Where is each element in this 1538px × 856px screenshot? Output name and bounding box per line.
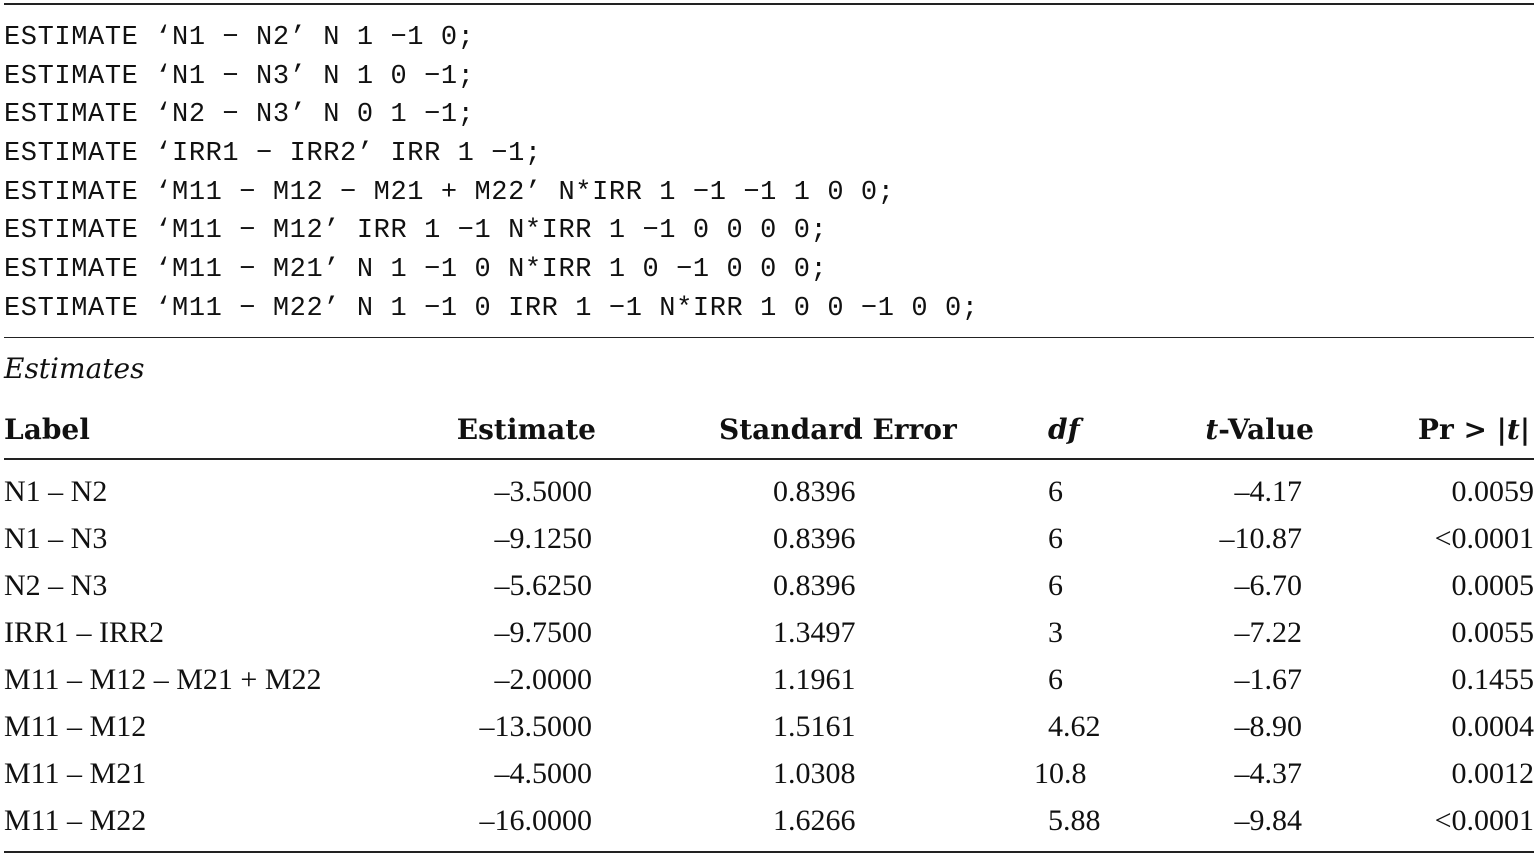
code-line: ESTIMATE ‘M11 − M21’ N 1 −1 0 N*IRR 1 0 …: [4, 255, 828, 285]
row-p-value: 0.0005: [1451, 569, 1535, 602]
row-t-value: –10.87: [1219, 522, 1303, 555]
row-t-value: –8.90: [1234, 710, 1303, 743]
row-label: N1 – N3: [4, 522, 108, 555]
row-t-value: –4.37: [1234, 757, 1303, 790]
header-pr-t: t: [1506, 413, 1520, 446]
row-estimate: –5.6250: [494, 569, 593, 602]
row-estimate: –9.7500: [494, 616, 593, 649]
bottom-rule: [4, 851, 1534, 853]
row-p-value: 0.0012: [1451, 757, 1535, 790]
row-stderr: 0.8396: [773, 475, 856, 508]
row-estimate: –3.5000: [494, 475, 593, 508]
row-stderr: 1.5161: [773, 710, 856, 743]
row-estimate: –2.0000: [494, 663, 593, 696]
code-line: ESTIMATE ‘M11 − M12’ IRR 1 −1 N*IRR 1 −1…: [4, 216, 828, 246]
row-t-value: –1.67: [1234, 663, 1303, 696]
header-estimate: Estimate: [456, 413, 596, 446]
header-standard-error: Standard Error: [719, 413, 957, 446]
header-df-text: df: [1048, 413, 1080, 446]
header-label: Label: [4, 413, 90, 446]
code-line: ESTIMATE ‘M11 − M12 − M21 + M22’ N*IRR 1…: [4, 178, 895, 208]
code-line: ESTIMATE ‘N1 − N2’ N 1 −1 0;: [4, 23, 475, 53]
row-stderr: 1.3497: [773, 616, 856, 649]
table-caption: Estimates: [4, 352, 145, 385]
row-estimate: –16.0000: [479, 804, 593, 837]
row-df: 10.8: [1034, 757, 1087, 790]
row-estimate: –9.1250: [494, 522, 593, 555]
row-label: N2 – N3: [4, 569, 108, 602]
row-label: M11 – M12: [4, 710, 147, 743]
code-line: ESTIMATE ‘M11 − M22’ N 1 −1 0 IRR 1 −1 N…: [4, 294, 979, 324]
row-p-value: 0.0055: [1451, 616, 1535, 649]
row-t-value: –9.84: [1234, 804, 1303, 837]
row-label: M11 – M12 – M21 + M22: [4, 663, 322, 696]
row-p-value: <0.0001: [1434, 804, 1534, 837]
row-p-value: <0.0001: [1434, 522, 1534, 555]
row-label: IRR1 – IRR2: [4, 616, 165, 649]
header-pr-suffix: |: [1519, 413, 1530, 446]
row-estimate: –13.5000: [479, 710, 593, 743]
header-pr: Pr > |t|: [1418, 411, 1530, 449]
code-line: ESTIMATE ‘N1 − N3’ N 1 0 −1;: [4, 62, 475, 92]
header-t-value: t-Value: [1205, 411, 1314, 449]
header-df: df: [1048, 411, 1080, 449]
row-df: 6: [1048, 475, 1063, 508]
row-df: 6: [1048, 663, 1063, 696]
row-p-value: 0.0004: [1451, 710, 1535, 743]
header-t-italic: t: [1205, 413, 1219, 446]
row-stderr: 1.0308: [773, 757, 856, 790]
header-t-suffix: -Value: [1218, 413, 1314, 446]
row-stderr: 0.8396: [773, 522, 856, 555]
row-p-value: 0.1455: [1451, 663, 1535, 696]
row-t-value: –7.22: [1234, 616, 1303, 649]
row-label: M11 – M21: [4, 757, 147, 790]
section-rule: [4, 337, 1534, 338]
row-df: 5.88: [1048, 804, 1101, 837]
row-estimate: –4.5000: [494, 757, 593, 790]
row-stderr: 1.1961: [773, 663, 856, 696]
header-rule: [4, 458, 1534, 460]
row-stderr: 0.8396: [773, 569, 856, 602]
header-pr-prefix: Pr > |: [1417, 413, 1507, 446]
code-line: ESTIMATE ‘N2 − N3’ N 0 1 −1;: [4, 100, 475, 130]
row-t-value: –4.17: [1234, 475, 1303, 508]
row-label: M11 – M22: [4, 804, 147, 837]
row-stderr: 1.6266: [773, 804, 856, 837]
row-label: N1 – N2: [4, 475, 108, 508]
row-p-value: 0.0059: [1451, 475, 1535, 508]
code-line: ESTIMATE ‘IRR1 − IRR2’ IRR 1 −1;: [4, 139, 542, 169]
row-df: 3: [1048, 616, 1063, 649]
row-df: 4.62: [1048, 710, 1101, 743]
row-t-value: –6.70: [1234, 569, 1303, 602]
row-df: 6: [1048, 522, 1063, 555]
row-df: 6: [1048, 569, 1063, 602]
top-rule: [4, 3, 1534, 5]
